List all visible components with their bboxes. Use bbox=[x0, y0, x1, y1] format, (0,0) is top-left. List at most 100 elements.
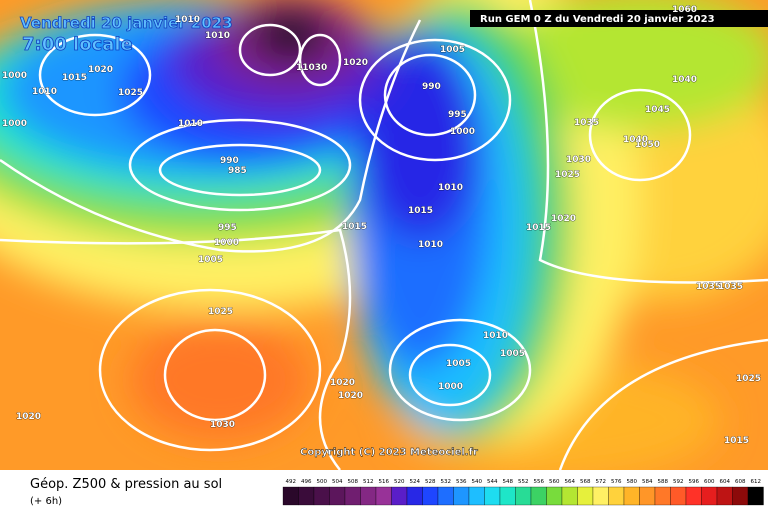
isobar-label: 1005 bbox=[500, 349, 525, 359]
isobar-label: 1035 bbox=[696, 282, 721, 292]
isobar-label: 1015 bbox=[62, 73, 87, 83]
colorbar-swatch bbox=[313, 486, 330, 506]
colorbar-swatch bbox=[747, 486, 764, 506]
isobar-label: 990 bbox=[220, 156, 239, 166]
isobar-label: 1025 bbox=[555, 170, 580, 180]
isobar-label: 1010 bbox=[205, 31, 230, 41]
colorbar-label: 528 bbox=[425, 479, 436, 485]
isobar-label: 1020 bbox=[551, 214, 576, 224]
isobar-label: 1010 bbox=[418, 240, 443, 250]
colorbar-swatch bbox=[732, 486, 749, 506]
isobar-label: 1000 bbox=[438, 382, 463, 392]
isobar-label: 1005 bbox=[446, 359, 471, 369]
colorbar-label: 604 bbox=[720, 479, 731, 485]
isobar-label: 1010 bbox=[32, 87, 57, 97]
isobar-label: 1040 bbox=[623, 135, 648, 145]
colorbar-label: 576 bbox=[611, 479, 622, 485]
colorbar-label: 500 bbox=[317, 479, 328, 485]
colorbar-swatch bbox=[375, 486, 392, 506]
colorbar-label: 580 bbox=[627, 479, 638, 485]
colorbar-swatch bbox=[422, 486, 439, 506]
colorbar-label: 544 bbox=[487, 479, 498, 485]
isobar-label: 1010 bbox=[483, 331, 508, 341]
colorbar-label: 540 bbox=[472, 479, 483, 485]
colorbar: 492 496 500 504 508 512 516 520 524 528 532 536 540 5… bbox=[282, 479, 764, 506]
isobar-label: 1025 bbox=[208, 307, 233, 317]
colorbar-swatch bbox=[298, 486, 315, 506]
local-time: 7:00 locale bbox=[22, 34, 133, 55]
isobar-label: 1015 bbox=[526, 223, 551, 233]
isobar-label: 1005 bbox=[198, 255, 223, 265]
colorbar-label: 512 bbox=[363, 479, 374, 485]
isobar-label: 1020 bbox=[16, 412, 41, 422]
colorbar-swatch bbox=[592, 486, 609, 506]
isobar-label: 1060 bbox=[672, 5, 697, 15]
colorbar-label: 560 bbox=[549, 479, 560, 485]
run-info: Run GEM 0 Z du Vendredi 20 janvier 2023 bbox=[480, 14, 715, 25]
colorbar-label: 588 bbox=[658, 479, 669, 485]
colorbar-label: 532 bbox=[441, 479, 452, 485]
colorbar-swatch bbox=[406, 486, 423, 506]
colorbar-label: 524 bbox=[410, 479, 421, 485]
colorbar-label: 552 bbox=[518, 479, 529, 485]
colorbar-swatch bbox=[654, 486, 671, 506]
isobar-label: 1045 bbox=[645, 105, 670, 115]
colorbar-swatch bbox=[561, 486, 578, 506]
isobar-label: 11030 bbox=[296, 63, 327, 73]
isobar-label: 1050 bbox=[635, 140, 660, 150]
colorbar-label: 556 bbox=[534, 479, 545, 485]
isobar-label: 1030 bbox=[566, 155, 591, 165]
colorbar-swatch bbox=[685, 486, 702, 506]
colorbar-label: 612 bbox=[751, 479, 762, 485]
isobars bbox=[0, 0, 768, 471]
colorbar-label: 568 bbox=[580, 479, 591, 485]
isobar-label: 1015 bbox=[408, 206, 433, 216]
colorbar-label: 592 bbox=[673, 479, 684, 485]
colorbar-label: 608 bbox=[735, 479, 746, 485]
colorbar-label: 596 bbox=[689, 479, 700, 485]
isobar-label: 1015 bbox=[724, 436, 749, 446]
colorbar-swatch bbox=[391, 486, 408, 506]
isobar-label: 1020 bbox=[88, 65, 113, 75]
colorbar-swatch bbox=[608, 486, 625, 506]
colorbar-swatch bbox=[530, 486, 547, 506]
colorbar-label: 600 bbox=[704, 479, 715, 485]
isobar-label: 985 bbox=[228, 166, 247, 176]
isobar-label: 1010 bbox=[175, 15, 200, 25]
colorbar-label: 548 bbox=[503, 479, 514, 485]
isobar-label: 1025 bbox=[736, 374, 761, 384]
isobar-label: 1000 bbox=[2, 119, 27, 129]
colorbar-swatch bbox=[344, 486, 361, 506]
colorbar-label: 496 bbox=[301, 479, 312, 485]
colorbar-swatch bbox=[639, 486, 656, 506]
isobar-label: 1020 bbox=[343, 58, 368, 68]
isobar-label: 1035 bbox=[718, 282, 743, 292]
isobar-label: 1000 bbox=[2, 71, 27, 81]
isobar-label: 1005 bbox=[440, 45, 465, 55]
colorbar-label: 492 bbox=[286, 479, 297, 485]
colorbar-swatch bbox=[670, 486, 687, 506]
colorbar-swatch bbox=[716, 486, 733, 506]
copyright: Copyright (C) 2023 Meteociel.fr bbox=[300, 447, 478, 458]
colorbar-swatch bbox=[360, 486, 377, 506]
colorbar-swatch bbox=[282, 486, 299, 506]
isobar-label: 990 bbox=[422, 82, 441, 92]
colorbar-label: 572 bbox=[596, 479, 607, 485]
isobar-label: 1000 bbox=[450, 127, 475, 137]
colorbar-label: 508 bbox=[348, 479, 359, 485]
colorbar-swatch bbox=[468, 486, 485, 506]
colorbar-swatch bbox=[701, 486, 718, 506]
run-banner bbox=[470, 10, 768, 27]
colorbar-swatch bbox=[329, 486, 346, 506]
colorbar-label: 536 bbox=[456, 479, 467, 485]
isobar-label: 1025 bbox=[118, 88, 143, 98]
isobar-label: 995 bbox=[448, 110, 467, 120]
colorbar-swatch bbox=[515, 486, 532, 506]
colorbar-swatch bbox=[437, 486, 454, 506]
isobar-label: 1035 bbox=[574, 118, 599, 128]
footer-lead: (+ 6h) bbox=[30, 496, 62, 507]
isobar-label: 1015 bbox=[342, 222, 367, 232]
